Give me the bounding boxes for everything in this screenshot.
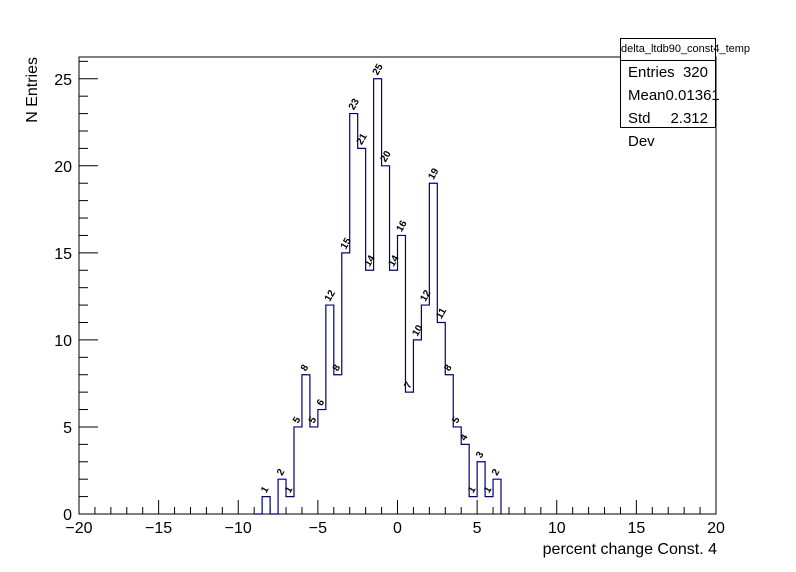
stats-label: Mean <box>628 87 666 104</box>
y-tick-label: 5 <box>63 420 72 437</box>
bin-value-label: 5 <box>291 415 304 426</box>
bin-value-label: 6 <box>315 397 328 408</box>
bin-value-label: 5 <box>450 415 463 426</box>
histogram-series <box>254 78 502 515</box>
bin-value-label: 15 <box>339 236 354 252</box>
x-tick-label: 0 <box>393 520 402 537</box>
bin-value-label: 23 <box>347 97 362 113</box>
y-axis-label: N Entries <box>24 57 41 123</box>
stats-label: Std Dev <box>628 110 655 150</box>
bin-value-label: 7 <box>403 380 416 391</box>
bin-value-label: 12 <box>418 288 433 304</box>
bin-value-label: 16 <box>395 218 410 234</box>
x-axis-ticks: −20 −15 −10 −5 0 5 10 15 20 <box>65 500 725 537</box>
y-axis-ticks: 0 5 10 15 20 25 <box>54 60 98 524</box>
x-tick-label: −10 <box>225 520 252 537</box>
bin-value-label: 10 <box>410 323 425 339</box>
stats-title: delta_ltdb90_const4_temp <box>621 39 750 61</box>
stats-label: Entries <box>628 64 675 81</box>
bin-value-label: 5 <box>307 415 320 426</box>
bin-value-label: 14 <box>387 253 402 269</box>
stats-row-entries: Entries 320 <box>621 61 715 84</box>
x-axis-label: percent change Const. 4 <box>543 541 717 558</box>
bin-value-label: 8 <box>331 363 344 374</box>
x-tick-label: −5 <box>309 520 327 537</box>
y-tick-label: 20 <box>54 159 72 176</box>
y-tick-label: 15 <box>54 246 72 263</box>
y-tick-label: 10 <box>54 333 72 350</box>
stats-value: 320 <box>682 64 708 81</box>
bin-value-label: 21 <box>355 131 370 147</box>
histogram-outline <box>254 78 502 515</box>
x-tick-label: 20 <box>707 520 725 537</box>
bin-value-label: 11 <box>434 306 449 321</box>
x-tick-label: −20 <box>65 520 92 537</box>
bin-value-label: 2 <box>490 467 503 478</box>
x-tick-label: 10 <box>548 520 566 537</box>
x-tick-label: −15 <box>145 520 172 537</box>
stats-value: 2.312 <box>670 110 708 127</box>
bin-value-labels: 1215856128152321142520141671012191185413… <box>259 62 502 495</box>
stats-box: delta_ltdb90_const4_temp Entries 320 Mea… <box>620 38 750 150</box>
stats-row-mean: Mean 0.01361 <box>621 84 720 107</box>
bin-value-label: 1 <box>283 484 296 495</box>
bin-value-label: 1 <box>259 484 272 495</box>
bin-value-label: 1 <box>482 484 495 495</box>
y-tick-label: 25 <box>54 72 72 89</box>
bin-value-label: 4 <box>458 432 471 443</box>
stats-row-stddev: Std Dev 2.312 <box>621 107 715 150</box>
stats-value: 0.01361 <box>665 87 720 104</box>
y-tick-label: 0 <box>63 507 72 524</box>
bin-value-label: 3 <box>474 450 487 461</box>
bin-value-label: 19 <box>426 166 441 182</box>
bin-value-label: 20 <box>379 149 394 165</box>
bin-value-label: 14 <box>363 253 378 269</box>
x-tick-label: 5 <box>473 520 482 537</box>
bin-value-label: 1 <box>466 484 479 495</box>
bin-value-label: 8 <box>442 363 455 374</box>
bin-value-label: 25 <box>371 62 386 78</box>
x-tick-label: 15 <box>627 520 645 537</box>
bin-value-label: 8 <box>299 363 312 374</box>
bin-value-label: 2 <box>275 467 288 478</box>
bin-value-label: 12 <box>323 288 338 304</box>
